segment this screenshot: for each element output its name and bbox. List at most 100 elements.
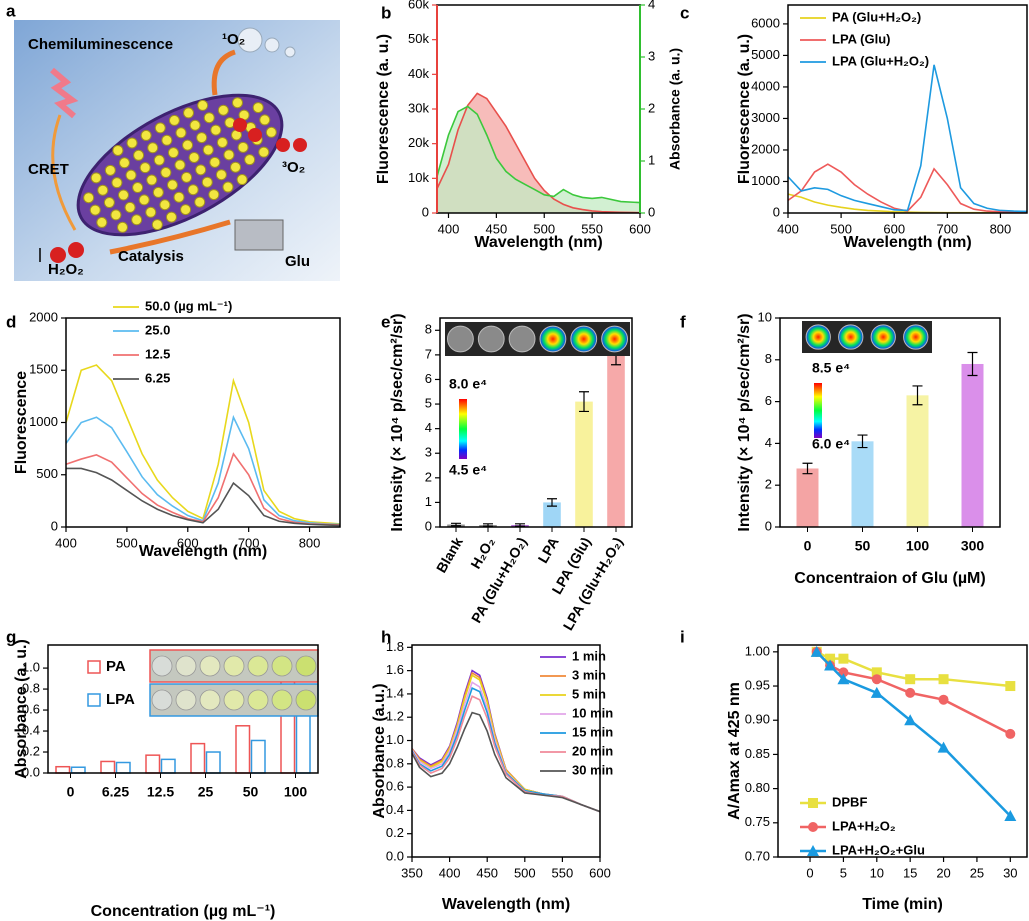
illustration: a Chemiluminescence ¹O₂ ³O₂ CRET H₂O₂ Ca… (6, 1, 340, 281)
y-tick-label: 1.4 (386, 685, 404, 700)
dot (203, 112, 215, 124)
x-tick-label: 6.25 (102, 784, 129, 800)
y-tick-label: 0.4 (22, 722, 40, 737)
dot (259, 114, 271, 126)
dot (133, 149, 145, 161)
well (199, 655, 221, 677)
x-tick-label: 400 (439, 865, 461, 880)
legend-label: LPA+H₂O₂+Glu (832, 842, 925, 857)
dot (125, 169, 137, 181)
bar (205, 751, 221, 774)
oxygen-arrow (211, 49, 236, 96)
y-axis-label: Fluorescence (a. u.) (375, 34, 392, 184)
x-axis-label: Wavelength (nm) (843, 234, 971, 251)
label: Catalysis (118, 248, 184, 265)
x-tick-label: 25 (198, 784, 214, 800)
dot (110, 209, 122, 221)
well (151, 689, 173, 711)
y2-tick-label: 1 (648, 152, 655, 167)
y-tick-label: 0 (765, 518, 772, 533)
colorbar-label: 8.5 e⁴ (812, 360, 850, 376)
legend-label: 25.0 (145, 322, 170, 337)
error-bar (857, 434, 868, 449)
panel-label: b (381, 3, 391, 22)
x-tick-label: 500 (514, 865, 536, 880)
label: Glu (285, 253, 310, 270)
y-tick-label: 20k (408, 135, 429, 150)
atom (50, 247, 66, 263)
bar (55, 765, 71, 774)
well (223, 655, 245, 677)
dot (167, 147, 179, 159)
series-line (65, 364, 341, 525)
dot (112, 144, 124, 156)
legend-label: 5 min (572, 686, 606, 701)
marker (937, 741, 950, 753)
dot (175, 127, 187, 139)
x-tick-label: 550 (552, 865, 574, 880)
colorbar-label: 4.5 e⁴ (449, 462, 487, 478)
dot (222, 181, 234, 193)
x-axis-label: Concentration (µg mL⁻¹) (91, 903, 276, 920)
well (271, 655, 293, 677)
marker (825, 653, 836, 664)
y-tick-label: 1.0 (22, 660, 40, 675)
dot (145, 206, 157, 218)
dot (152, 186, 164, 198)
panel: e 0 1 2 3 4 5 6 7 8 Intensity (× 10⁴ p/sec/cm²/sr)… (381, 312, 633, 633)
dot (138, 194, 150, 206)
dot (188, 151, 200, 163)
dot (165, 211, 177, 223)
well (295, 689, 317, 711)
glucose-molecule (234, 219, 284, 251)
x-tick-label: 400 (777, 221, 799, 236)
legend-swatch (87, 693, 101, 707)
legend-label: 20 min (572, 743, 613, 758)
marker (808, 822, 818, 832)
x-tick-label: 30 (1003, 865, 1017, 880)
x-tick-label: 100 (284, 784, 308, 800)
plot-frame (439, 317, 633, 528)
x-tick-label: 15 (903, 865, 917, 880)
legend-label: 1 min (572, 648, 606, 663)
label: CRET (28, 161, 69, 178)
dot (103, 197, 115, 209)
y-tick-label: 1 (425, 494, 432, 509)
dot (223, 149, 235, 161)
panel-label: i (680, 627, 685, 646)
dot (132, 182, 144, 194)
dot (197, 99, 209, 111)
marker (938, 694, 949, 705)
colorbar-label: 8.0 e⁴ (449, 376, 487, 392)
y-tick-label: 50k (408, 31, 429, 46)
y-tick-label: 0 (422, 204, 429, 219)
well (223, 689, 245, 711)
y-tick-label: 1000 (751, 173, 780, 188)
y-tick-label: 7 (425, 346, 432, 361)
x-axis-label: Wavelength (nm) (139, 543, 267, 560)
y-tick-label: 1000 (29, 414, 58, 429)
y-tick-label: 10 (758, 309, 772, 324)
x-tick-label: 350 (401, 865, 423, 880)
panel: f 0 2 4 6 8 10 Intensity (× 10⁴ p/sec/cm²/sr) Co… (680, 309, 1001, 587)
dot (151, 219, 163, 231)
dot (126, 137, 138, 149)
bar (906, 395, 929, 527)
series-line (436, 92, 641, 214)
x-tick-label: 600 (629, 221, 651, 236)
well (199, 689, 221, 711)
x-tick-label: 800 (990, 221, 1012, 236)
dot (215, 169, 227, 181)
y-tick-label: 0 (425, 518, 432, 533)
dot (194, 196, 206, 208)
legend-label: PA (106, 658, 126, 675)
bar (100, 760, 116, 774)
cret-arrow (51, 114, 77, 231)
y-tick-label: 2000 (751, 141, 780, 156)
x-tick-label: 50 (243, 784, 259, 800)
legend-label: LPA+H₂O₂ (832, 818, 896, 833)
bar (575, 401, 593, 527)
y-tick-label: 1.8 (386, 639, 404, 654)
y-tick-label: 0 (51, 518, 58, 533)
